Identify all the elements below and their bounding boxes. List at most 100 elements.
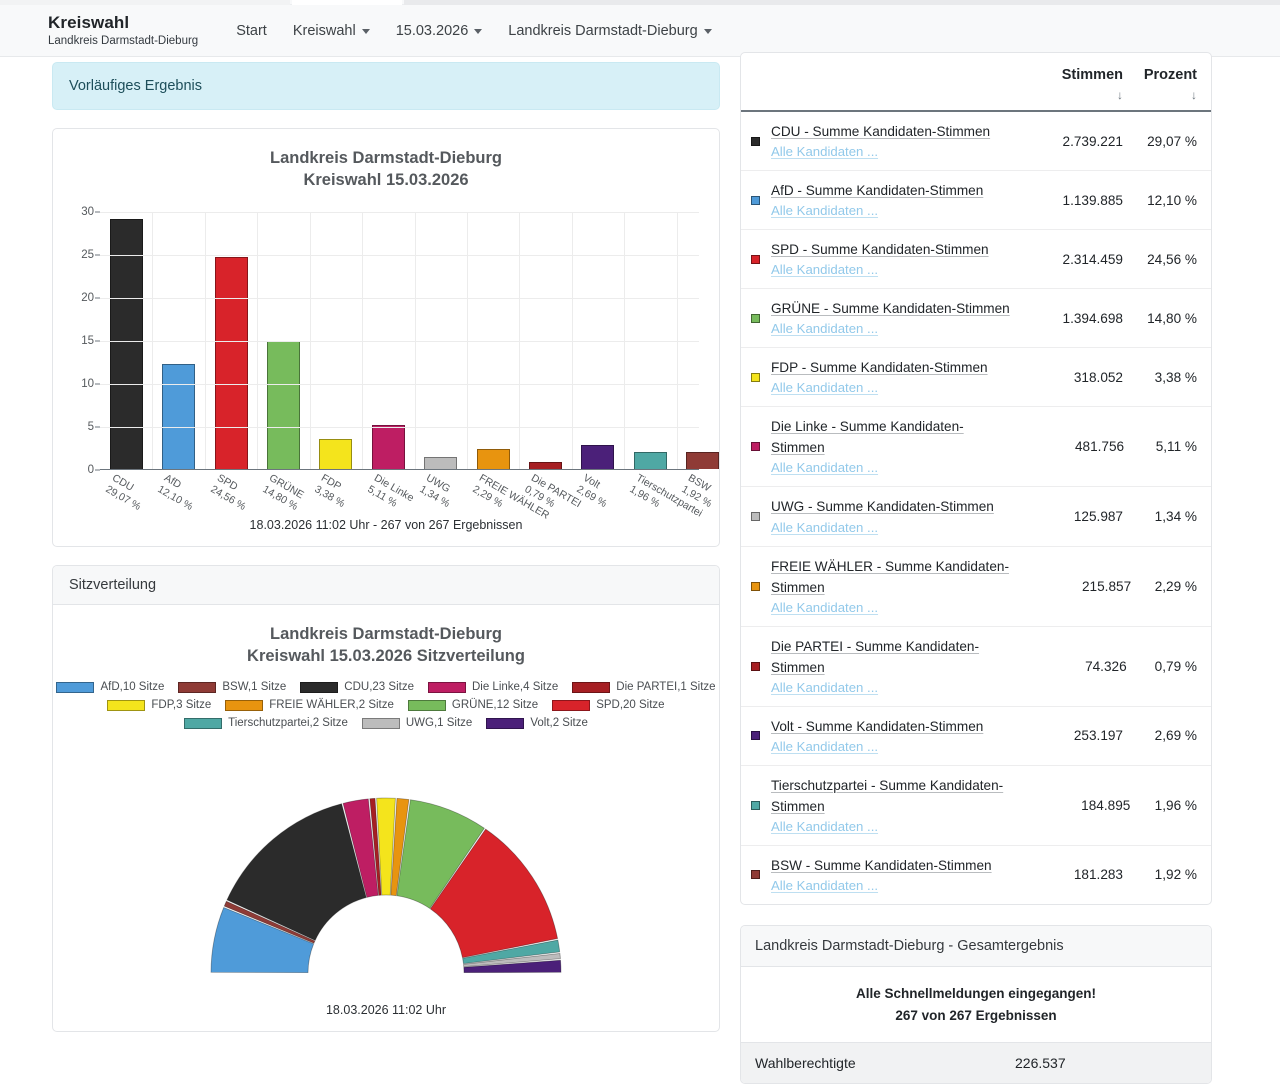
seat-slice-cdu[interactable]: CDU,23 Sitze [226, 803, 367, 941]
color-swatch-icon [751, 442, 760, 452]
nav-item-start[interactable]: Start [236, 23, 267, 39]
seat-legend-item-volt[interactable]: Volt,2 Sitze [486, 717, 588, 729]
all-candidates-link[interactable]: Alle Kandidaten ... [771, 321, 879, 337]
seat-legend-item-spd[interactable]: SPD,20 Sitze [552, 699, 665, 711]
seat-slice-volt[interactable]: Volt,2 Sitze [463, 959, 562, 974]
results-header-votes[interactable]: Stimmen ↓ [1019, 67, 1123, 102]
overall-result-note: Alle Schnellmeldungen eingegangen! 267 v… [741, 967, 1211, 1042]
all-candidates-link[interactable]: Alle Kandidaten ... [771, 460, 879, 476]
seat-legend-item-grüne[interactable]: GRÜNE,12 Sitze [407, 699, 538, 711]
seat-slice-grüne[interactable]: GRÜNE,12 Sitze [396, 799, 485, 910]
y-gridline [100, 340, 699, 342]
bar-grüne[interactable] [266, 341, 300, 469]
all-candidates-link[interactable]: Alle Kandidaten ... [771, 262, 879, 278]
bar-cdu[interactable] [109, 218, 143, 469]
table-row: SPD - Summe Kandidaten-Stimmen Alle Kandi… [741, 230, 1211, 290]
x-gridline [257, 211, 259, 469]
party-name-link[interactable]: Tierschutzpartei - Summe Kandidaten-Stim… [771, 777, 1004, 814]
all-candidates-link[interactable]: Alle Kandidaten ... [771, 818, 879, 834]
color-swatch-icon [751, 254, 760, 264]
percent-cell: 24,56 % [1147, 251, 1197, 267]
seat-legend-item-afd[interactable]: AfD,10 Sitze [56, 681, 164, 693]
y-gridline [100, 297, 699, 299]
color-swatch-icon [751, 870, 760, 880]
brand-subtitle: Landkreis Darmstadt-Dieburg [48, 34, 199, 47]
results-header-percent[interactable]: Prozent ↓ [1123, 67, 1201, 102]
seat-slice-die-partei[interactable]: Die PARTEI,1 Sitze [369, 797, 382, 896]
seat-legend-item-fdp[interactable]: FDP,3 Sitze [107, 699, 211, 711]
y-tick-mark [95, 254, 100, 256]
nav-item-date[interactable]: 15.03.2026 [396, 23, 483, 39]
x-tick-label-volt: Volt 2,69 % [574, 471, 610, 510]
nav-item-kreiswahl[interactable]: Kreiswahl [293, 23, 370, 39]
seat-legend-item-uwg[interactable]: UWG,1 Sitze [361, 717, 472, 729]
percent-cell: 2,29 % [1154, 578, 1198, 594]
seat-legend-item-cdu[interactable]: CDU,23 Sitze [300, 681, 414, 693]
seat-slice-die-linke[interactable]: Die Linke,4 Sitze [342, 798, 379, 898]
seat-slice-spd[interactable]: SPD,20 Sitze [429, 828, 559, 959]
votes-cell: 1.394.698 [1062, 310, 1123, 326]
party-name-link[interactable]: SPD - Summe Kandidaten-Stimmen [771, 242, 989, 258]
color-swatch-icon [751, 731, 760, 741]
seat-legend-label: CDU,23 Sitze [344, 681, 414, 694]
bar-fdp[interactable] [319, 439, 353, 469]
bar-bsw[interactable] [686, 452, 719, 469]
seat-slice-fdp[interactable]: FDP,3 Sitze [376, 797, 396, 896]
bar-tierschutzpartei[interactable] [633, 451, 667, 469]
bar-afd[interactable] [162, 364, 196, 469]
all-candidates-link[interactable]: Alle Kandidaten ... [771, 144, 879, 160]
all-candidates-link[interactable]: Alle Kandidaten ... [771, 380, 879, 396]
party-name-link[interactable]: AfD - Summe Kandidaten-Stimmen [771, 183, 984, 199]
color-swatch-icon [300, 681, 339, 693]
votes-cell: 481.756 [1074, 439, 1125, 455]
party-name-link[interactable]: BSW - Summe Kandidaten-Stimmen [771, 857, 992, 873]
seat-legend-row: FDP,3 Sitze FREIE WÄHLER,2 Sitze GRÜNE,12 … [67, 699, 705, 711]
nav-item-region[interactable]: Landkreis Darmstadt-Dieburg [508, 23, 712, 39]
seat-slice-bsw[interactable]: BSW,1 Sitze [223, 900, 316, 944]
browser-top-strip [0, 0, 1280, 5]
all-candidates-link[interactable]: Alle Kandidaten ... [771, 203, 879, 219]
brand[interactable]: Kreiswahl Landkreis Darmstadt-Dieburg [48, 14, 198, 47]
all-candidates-link[interactable]: Alle Kandidaten ... [771, 519, 879, 535]
seat-slice-afd[interactable]: AfD,10 Sitze [210, 907, 315, 974]
seat-legend-item-bsw[interactable]: BSW,1 Sitze [178, 681, 286, 693]
votes-cell: 215.857 [1082, 578, 1132, 594]
bar-uwg[interactable] [424, 457, 458, 469]
seat-legend-item-freie-wähler[interactable]: FREIE WÄHLER,2 Sitze [225, 699, 394, 711]
party-cell: FREIE WÄHLER - Summe Kandidaten-Stimmen A… [771, 556, 1039, 617]
all-candidates-link[interactable]: Alle Kandidaten ... [771, 738, 879, 754]
party-name-link[interactable]: FREIE WÄHLER - Summe Kandidaten-Stimmen [771, 558, 1009, 595]
bar-die-partei[interactable] [529, 461, 563, 469]
party-name-link[interactable]: GRÜNE - Summe Kandidaten-Stimmen [771, 301, 1010, 317]
percent-cell: 2,69 % [1154, 728, 1197, 744]
percent-cell: 0,79 % [1154, 658, 1197, 674]
party-name-link[interactable]: CDU - Summe Kandidaten-Stimmen [771, 124, 991, 139]
results-table: Stimmen ↓ Prozent ↓ CDU - Summe Kandidat… [740, 52, 1212, 905]
seat-legend-item-die-partei[interactable]: Die PARTEI,1 Sitze [572, 681, 716, 693]
party-name-link[interactable]: Die PARTEI - Summe Kandidaten-Stimmen [771, 638, 980, 675]
y-tick-label: 0 [87, 463, 94, 476]
seat-legend-item-tierschutzpartei[interactable]: Tierschutzpartei,2 Sitze [184, 717, 348, 729]
party-name-link[interactable]: Die Linke - Summe Kandidaten-Stimmen [771, 419, 964, 456]
all-candidates-link[interactable]: Alle Kandidaten ... [771, 878, 879, 893]
party-name-link[interactable]: Volt - Summe Kandidaten-Stimmen [771, 718, 984, 734]
seat-slice-uwg[interactable]: UWG,1 Sitze [463, 953, 561, 968]
bar-freie-wähler[interactable] [476, 448, 510, 469]
table-row: AfD - Summe Kandidaten-Stimmen Alle Kandi… [741, 171, 1211, 231]
color-swatch-icon [751, 581, 760, 591]
color-swatch-icon [107, 699, 146, 711]
table-row: GRÜNE - Summe Kandidaten-Stimmen Alle Kan… [741, 289, 1211, 349]
seat-slice-tierschutzpartei[interactable]: Tierschutzpartei,2 Sitze [462, 939, 561, 965]
party-name-link[interactable]: UWG - Summe Kandidaten-Stimmen [771, 499, 994, 515]
bar-die-linke[interactable] [371, 424, 405, 469]
all-candidates-link[interactable]: Alle Kandidaten ... [771, 599, 879, 615]
x-gridline [466, 211, 468, 469]
seat-legend-item-die-linke[interactable]: Die Linke,4 Sitze [427, 681, 558, 693]
x-tick-label-uwg: UWG 1,34 % [417, 471, 453, 510]
bar-volt[interactable] [581, 445, 615, 469]
bar-spd[interactable] [214, 257, 248, 469]
color-swatch-icon [751, 372, 760, 382]
party-name-link[interactable]: FDP - Summe Kandidaten-Stimmen [771, 360, 988, 376]
seat-slice-freie-wähler[interactable]: FREIE WÄHLER,2 Sitze [390, 797, 410, 897]
all-candidates-link[interactable]: Alle Kandidaten ... [771, 679, 879, 695]
